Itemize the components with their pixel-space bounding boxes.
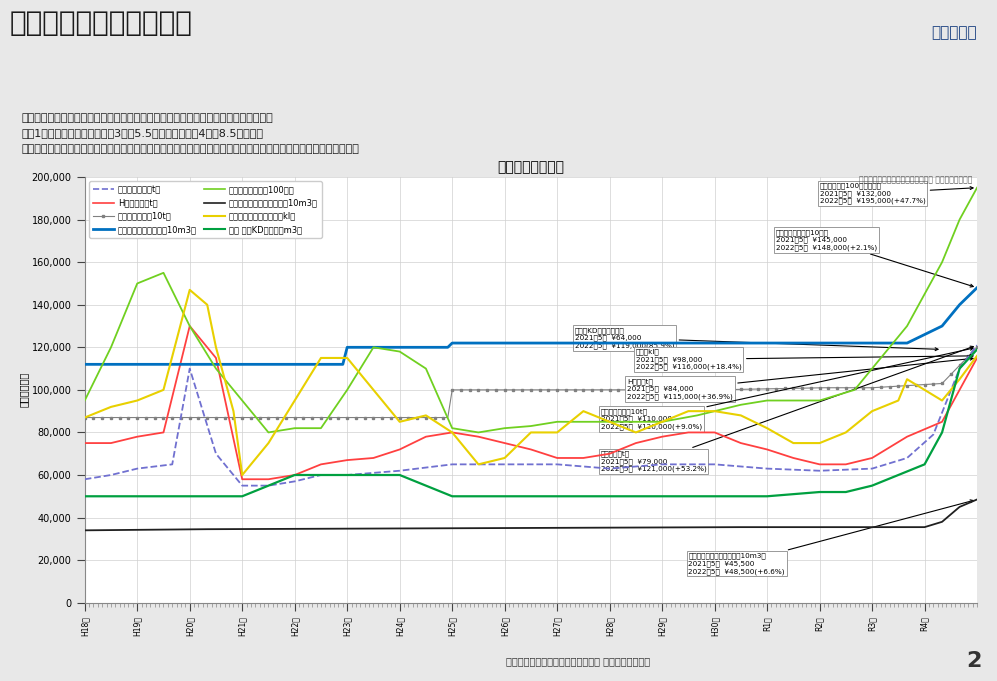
コンクリート用砕石（円／10m3） bbox=[79, 526, 91, 535]
Legend: 異形棒鋼（円／t）, H形鋼（円／t）, セメント（円／10t）, 生コンクリート（円／10m3）, 型枠用合板（円／100枚）, コンクリート用砕石（円／10: 異形棒鋼（円／t）, H形鋼（円／t）, セメント（円／10t）, 生コンクリー… bbox=[89, 181, 322, 238]
Text: 軽油（kl）
2021年5月  ¥98,000
2022年5月  ¥116,000(+18.4%): 軽油（kl） 2021年5月 ¥98,000 2022年5月 ¥116,000(… bbox=[636, 349, 973, 370]
Text: 出典：「建設物価」（一般財団法人 建設物価調査会）: 出典：「建設物価」（一般財団法人 建設物価調査会） bbox=[858, 176, 972, 185]
コンクリート用砕石（円／10m3） bbox=[568, 524, 580, 532]
セメント（円／10t） bbox=[568, 385, 580, 394]
H形鋼（円／t） bbox=[901, 432, 913, 441]
Text: セメント（円／10t）
2021年5月  ¥110,000
2022年5月  ¥120,000(+9.0%): セメント（円／10t） 2021年5月 ¥110,000 2022年5月 ¥12… bbox=[601, 347, 973, 430]
軽油（ローリー）（円／kl） bbox=[196, 297, 208, 305]
Text: 〇原料高、世界的な需要量の増加、原油高等を背景に各種資材の高騰となっている。
　（1年前との比較では鋼材：3割～5.5割程度、木材：4割～8.5割程度）
〇生コ: 〇原料高、世界的な需要量の増加、原油高等を背景に各種資材の高騰となっている。 （… bbox=[22, 113, 360, 154]
コンクリート用砕石（円／10m3） bbox=[682, 523, 694, 531]
異形棒鋼（円／t） bbox=[236, 481, 248, 490]
管柱 杉（KD）（円／m3） bbox=[192, 492, 204, 501]
型枠用合板（円／100枚） bbox=[687, 412, 699, 420]
型枠用合板（円／100枚） bbox=[643, 417, 655, 426]
Text: 主要建設資材の価格動向: 主要建設資材の価格動向 bbox=[10, 9, 192, 37]
管柱 杉（KD）（円／m3） bbox=[621, 492, 633, 501]
軽油（ローリー）（円／kl） bbox=[236, 471, 248, 479]
生コンクリート（円／10m3） bbox=[639, 339, 651, 347]
Line: H形鋼（円／t）: H形鋼（円／t） bbox=[85, 326, 977, 479]
コンクリート用砕石（円／10m3） bbox=[192, 525, 204, 533]
Y-axis label: （円／単位）: （円／単位） bbox=[19, 373, 29, 407]
Line: 軽油（ローリー）（円／kl）: 軽油（ローリー）（円／kl） bbox=[85, 290, 977, 475]
型枠用合板（円／100枚） bbox=[192, 336, 204, 345]
Text: 型枠用合板（100枚当たり）
2021年5月  ¥132,000
2022年5月  ¥195,000(+47.7%): 型枠用合板（100枚当たり） 2021年5月 ¥132,000 2022年5月 … bbox=[820, 183, 973, 204]
軽油（ローリー）（円／kl） bbox=[183, 286, 195, 294]
H形鋼（円／t） bbox=[183, 322, 195, 330]
Line: セメント（円／10t）: セメント（円／10t） bbox=[84, 346, 978, 419]
生コンクリート（円／10m3） bbox=[682, 339, 694, 347]
H形鋼（円／t） bbox=[647, 434, 659, 443]
セメント（円／10t） bbox=[971, 343, 983, 351]
Text: 出典：「建設物価」（一般財団法人 建設物価調査会）: 出典：「建設物価」（一般財団法人 建設物価調査会） bbox=[506, 656, 650, 666]
H形鋼（円／t） bbox=[630, 439, 642, 447]
管柱 杉（KD）（円／m3） bbox=[971, 345, 983, 353]
型枠用合板（円／100枚） bbox=[971, 184, 983, 192]
異形棒鋼（円／t） bbox=[192, 393, 204, 401]
軽油（ローリー）（円／kl） bbox=[901, 375, 913, 383]
Line: 異形棒鋼（円／t）: 異形棒鋼（円／t） bbox=[85, 345, 977, 486]
セメント（円／10t） bbox=[621, 385, 633, 394]
H形鋼（円／t） bbox=[971, 354, 983, 362]
セメント（円／10t） bbox=[639, 385, 651, 394]
型枠用合板（円／100枚） bbox=[79, 396, 91, 405]
コンクリート用砕石（円／10m3） bbox=[639, 523, 651, 531]
異形棒鋼（円／t） bbox=[79, 475, 91, 484]
異形棒鋼（円／t） bbox=[625, 463, 637, 471]
軽油（ローリー）（円／kl） bbox=[647, 422, 659, 430]
Text: 管柱（KD）（円／㎥）
2021年5月  ¥64,000
2022年5月  ¥119,000(85.9%): 管柱（KD）（円／㎥） 2021年5月 ¥64,000 2022年5月 ¥119… bbox=[574, 327, 938, 351]
Line: 生コンクリート（円／10m3）: 生コンクリート（円／10m3） bbox=[85, 287, 977, 364]
Text: 生コンクリート（10㎥）
2021年5月  ¥145,000
2022年5月  ¥148,000(+2.1%): 生コンクリート（10㎥） 2021年5月 ¥145,000 2022年5月 ¥1… bbox=[776, 229, 973, 287]
生コンクリート（円／10m3） bbox=[192, 360, 204, 368]
型枠用合板（円／100枚） bbox=[625, 417, 637, 426]
生コンクリート（円／10m3） bbox=[971, 283, 983, 291]
異形棒鋼（円／t） bbox=[971, 341, 983, 349]
Title: 価格推移（東京）: 価格推移（東京） bbox=[498, 161, 564, 174]
型枠用合板（円／100枚） bbox=[573, 417, 585, 426]
コンクリート用砕石（円／10m3） bbox=[621, 524, 633, 532]
管柱 杉（KD）（円／m3） bbox=[639, 492, 651, 501]
軽油（ローリー）（円／kl） bbox=[79, 413, 91, 422]
生コンクリート（円／10m3） bbox=[621, 339, 633, 347]
Text: 国土交通省: 国土交通省 bbox=[931, 25, 977, 39]
軽油（ローリー）（円／kl） bbox=[971, 351, 983, 360]
管柱 杉（KD）（円／m3） bbox=[79, 492, 91, 501]
H形鋼（円／t） bbox=[196, 338, 208, 346]
軽油（ローリー）（円／kl） bbox=[577, 407, 589, 415]
Text: 異形棒鋼（t）
2021年5月  ¥79,000
2022年5月  ¥121,000(+53.2%): 異形棒鋼（t） 2021年5月 ¥79,000 2022年5月 ¥121,000… bbox=[601, 346, 973, 473]
セメント（円／10t） bbox=[892, 382, 904, 390]
H形鋼（円／t） bbox=[79, 439, 91, 447]
生コンクリート（円／10m3） bbox=[892, 339, 904, 347]
管柱 杉（KD）（円／m3） bbox=[682, 492, 694, 501]
管柱 杉（KD）（円／m3） bbox=[892, 471, 904, 479]
コンクリート用砕石（円／10m3） bbox=[971, 495, 983, 503]
管柱 杉（KD）（円／m3） bbox=[568, 492, 580, 501]
異形棒鋼（円／t） bbox=[643, 461, 655, 469]
H形鋼（円／t） bbox=[577, 454, 589, 462]
生コンクリート（円／10m3） bbox=[79, 360, 91, 368]
セメント（円／10t） bbox=[682, 385, 694, 394]
異形棒鋼（円／t） bbox=[687, 460, 699, 469]
型枠用合板（円／100枚） bbox=[896, 328, 908, 336]
Text: 2: 2 bbox=[967, 651, 982, 671]
生コンクリート（円／10m3） bbox=[568, 339, 580, 347]
H形鋼（円／t） bbox=[236, 475, 248, 484]
Line: 管柱 杉（KD）（円／m3）: 管柱 杉（KD）（円／m3） bbox=[85, 349, 977, 496]
異形棒鋼（円／t） bbox=[896, 455, 908, 463]
軽油（ローリー）（円／kl） bbox=[630, 428, 642, 437]
セメント（円／10t） bbox=[79, 413, 91, 422]
Line: コンクリート用砕石（円／10m3）: コンクリート用砕石（円／10m3） bbox=[85, 499, 977, 530]
セメント（円／10t） bbox=[192, 413, 204, 422]
Text: コンクリート用砕石（円／10m3）
2021年5月  ¥45,500
2022年5月  ¥48,500(+6.6%): コンクリート用砕石（円／10m3） 2021年5月 ¥45,500 2022年5… bbox=[688, 500, 973, 575]
型枠用合板（円／100枚） bbox=[262, 428, 274, 437]
軽油（ローリー）（円／kl） bbox=[691, 407, 703, 415]
Text: H形鋼（t）
2021年5月  ¥84,000
2022年5月  ¥115,000(+36.9%): H形鋼（t） 2021年5月 ¥84,000 2022年5月 ¥115,000(… bbox=[627, 358, 973, 400]
コンクリート用砕石（円／10m3） bbox=[892, 523, 904, 531]
異形棒鋼（円／t） bbox=[573, 462, 585, 470]
H形鋼（円／t） bbox=[691, 428, 703, 437]
Line: 型枠用合板（円／100枚）: 型枠用合板（円／100枚） bbox=[85, 188, 977, 432]
